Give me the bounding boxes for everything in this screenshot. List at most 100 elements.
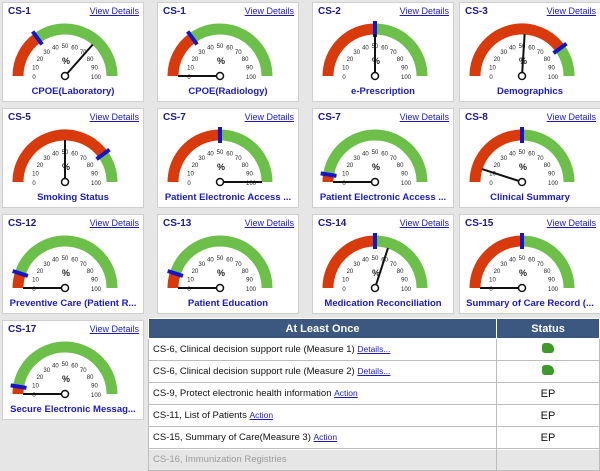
view-details-link[interactable]: View Details bbox=[546, 112, 596, 122]
gauge-title-link[interactable]: Secure Electronic Messag... bbox=[10, 404, 136, 415]
gauge-tick-label: 10 bbox=[342, 277, 349, 283]
gauge-unit: % bbox=[62, 56, 70, 66]
view-details-link[interactable]: View Details bbox=[244, 112, 294, 122]
at-least-once-panel: At Least Once Status CS-6, Clinical deci… bbox=[148, 318, 600, 471]
gauge-tick-label: 30 bbox=[353, 156, 360, 162]
view-details-link[interactable]: View Details bbox=[89, 6, 139, 16]
gauge-green-band bbox=[98, 151, 118, 183]
threshold-marker bbox=[552, 42, 568, 55]
gauge-unit: % bbox=[217, 162, 225, 172]
view-details-link[interactable]: View Details bbox=[89, 324, 139, 334]
gauge-tick-label: 20 bbox=[37, 57, 44, 63]
view-details-link[interactable]: View Details bbox=[546, 6, 596, 16]
gauge-title-link[interactable]: Patient Electronic Access ... bbox=[319, 192, 447, 203]
gauge-tick-label: 0 bbox=[489, 181, 493, 187]
gauge-tick-label: 40 bbox=[207, 152, 214, 158]
gauge-title-link[interactable]: Patient Education bbox=[187, 298, 269, 309]
gauge-tick-label: 80 bbox=[242, 57, 249, 63]
status-cell: EP bbox=[496, 382, 600, 405]
measure-code: CS-3 bbox=[465, 6, 488, 17]
gauge-title-link[interactable]: Medication Reconciliation bbox=[324, 298, 442, 309]
gauge-unit: % bbox=[372, 268, 380, 278]
gauge-tick-label: 20 bbox=[347, 269, 354, 275]
gauge-tick-label: 90 bbox=[548, 277, 555, 283]
gauge-card: CS-7 View Details 0 10 20 30 40 50 60 70 80 90 100% P… bbox=[312, 108, 454, 208]
gauge-tick-label: 10 bbox=[187, 171, 194, 177]
gauge-title-link[interactable]: e-Prescription bbox=[351, 86, 415, 97]
gauge-tick-label: 90 bbox=[91, 65, 98, 71]
gauge-title-link[interactable]: Clinical Summary bbox=[490, 192, 570, 203]
needle-hub bbox=[215, 283, 225, 293]
gauge-tick-label: 60 bbox=[226, 258, 233, 264]
gauge-green-band bbox=[555, 45, 575, 77]
view-details-link[interactable]: View Details bbox=[244, 6, 294, 16]
gauge-green-band bbox=[521, 129, 575, 183]
gauge-tick-label: 50 bbox=[519, 150, 526, 156]
thumbs-up-icon bbox=[542, 365, 554, 375]
gauge-tick-label: 70 bbox=[390, 156, 397, 162]
action-link[interactable]: Action bbox=[313, 432, 338, 442]
view-details-link[interactable]: View Details bbox=[546, 218, 596, 228]
gauge-green-band bbox=[374, 23, 428, 77]
gauge-needle bbox=[374, 247, 389, 289]
gauge-tick-label: 90 bbox=[548, 65, 555, 71]
view-details-link[interactable]: View Details bbox=[399, 112, 449, 122]
gauge-tick-label: 0 bbox=[187, 75, 191, 81]
gauge-card: CS-13 View Details 0 10 20 30 40 50 60 70 80 90 100%… bbox=[157, 214, 299, 314]
gauge-tick-label: 50 bbox=[62, 362, 69, 368]
gauge-unit: % bbox=[519, 162, 527, 172]
gauge-title-link[interactable]: CPOE(Radiology) bbox=[188, 86, 268, 97]
needle-hub bbox=[517, 283, 527, 293]
measure-code: CS-1 bbox=[163, 6, 186, 17]
table-row: CS-16, Immunization Registries bbox=[148, 448, 600, 471]
view-details-link[interactable]: View Details bbox=[244, 218, 294, 228]
threshold-marker bbox=[12, 269, 29, 278]
view-details-link[interactable]: View Details bbox=[399, 218, 449, 228]
gauge-tick-label: 100 bbox=[401, 181, 412, 187]
action-link[interactable]: Action bbox=[334, 388, 358, 398]
view-details-link[interactable]: View Details bbox=[89, 112, 139, 122]
measure-code: CS-17 bbox=[8, 324, 37, 335]
gauge-tick-label: 0 bbox=[342, 75, 346, 81]
gauge-green-band bbox=[219, 129, 273, 183]
gauge-tick-label: 10 bbox=[32, 383, 39, 389]
gauge-tick-label: 40 bbox=[509, 152, 516, 158]
gauge-tick-label: 70 bbox=[235, 262, 242, 268]
gauge-title-link[interactable]: Demographics bbox=[497, 86, 563, 97]
details-link[interactable]: Details... bbox=[357, 344, 391, 354]
gauge-card: CS-12 View Details 0 10 20 30 40 50 60 70 80 90 100%… bbox=[2, 214, 144, 314]
gauge-title-link[interactable]: Smoking Status bbox=[37, 192, 109, 203]
needle-hub bbox=[60, 389, 70, 399]
gauge-title-link[interactable]: Preventive Care (Patient R... bbox=[9, 298, 137, 309]
gauge-tick-label: 0 bbox=[32, 287, 36, 293]
details-link[interactable]: Details... bbox=[357, 366, 391, 376]
gauge-title-link[interactable]: Summary of Care Record (... bbox=[466, 298, 594, 309]
gauge-green-band bbox=[189, 23, 273, 77]
measure-text: CS-15, Summary of Care(Measure 3) bbox=[153, 432, 311, 443]
view-details-link[interactable]: View Details bbox=[89, 218, 139, 228]
needle-hub bbox=[370, 71, 380, 81]
gauge-tick-label: 80 bbox=[397, 163, 404, 169]
gauge-tick-label: 0 bbox=[342, 181, 346, 187]
gauge-unit: % bbox=[62, 374, 70, 384]
gauge-tick-label: 0 bbox=[187, 287, 191, 293]
gauge-tick-label: 80 bbox=[242, 269, 249, 275]
gauge-tick-label: 60 bbox=[226, 46, 233, 52]
gauge-tick-label: 90 bbox=[401, 65, 408, 71]
action-link[interactable]: Action bbox=[249, 410, 274, 420]
gauge-title-link[interactable]: CPOE(Laboratory) bbox=[31, 86, 115, 97]
gauge-tick-label: 70 bbox=[537, 262, 544, 268]
gauge-tick-label: 0 bbox=[32, 393, 36, 399]
gauge-tick-label: 80 bbox=[87, 375, 94, 381]
gauge-red-band bbox=[12, 129, 108, 183]
gauge-tick-label: 80 bbox=[242, 163, 249, 169]
view-details-link[interactable]: View Details bbox=[399, 6, 449, 16]
gauge-tick-label: 70 bbox=[390, 262, 397, 268]
gauge-tick-label: 50 bbox=[217, 256, 224, 262]
needle-hub bbox=[215, 71, 225, 81]
gauge-title-link[interactable]: Patient Electronic Access ... bbox=[164, 192, 292, 203]
gauge-tick-label: 30 bbox=[500, 50, 507, 56]
